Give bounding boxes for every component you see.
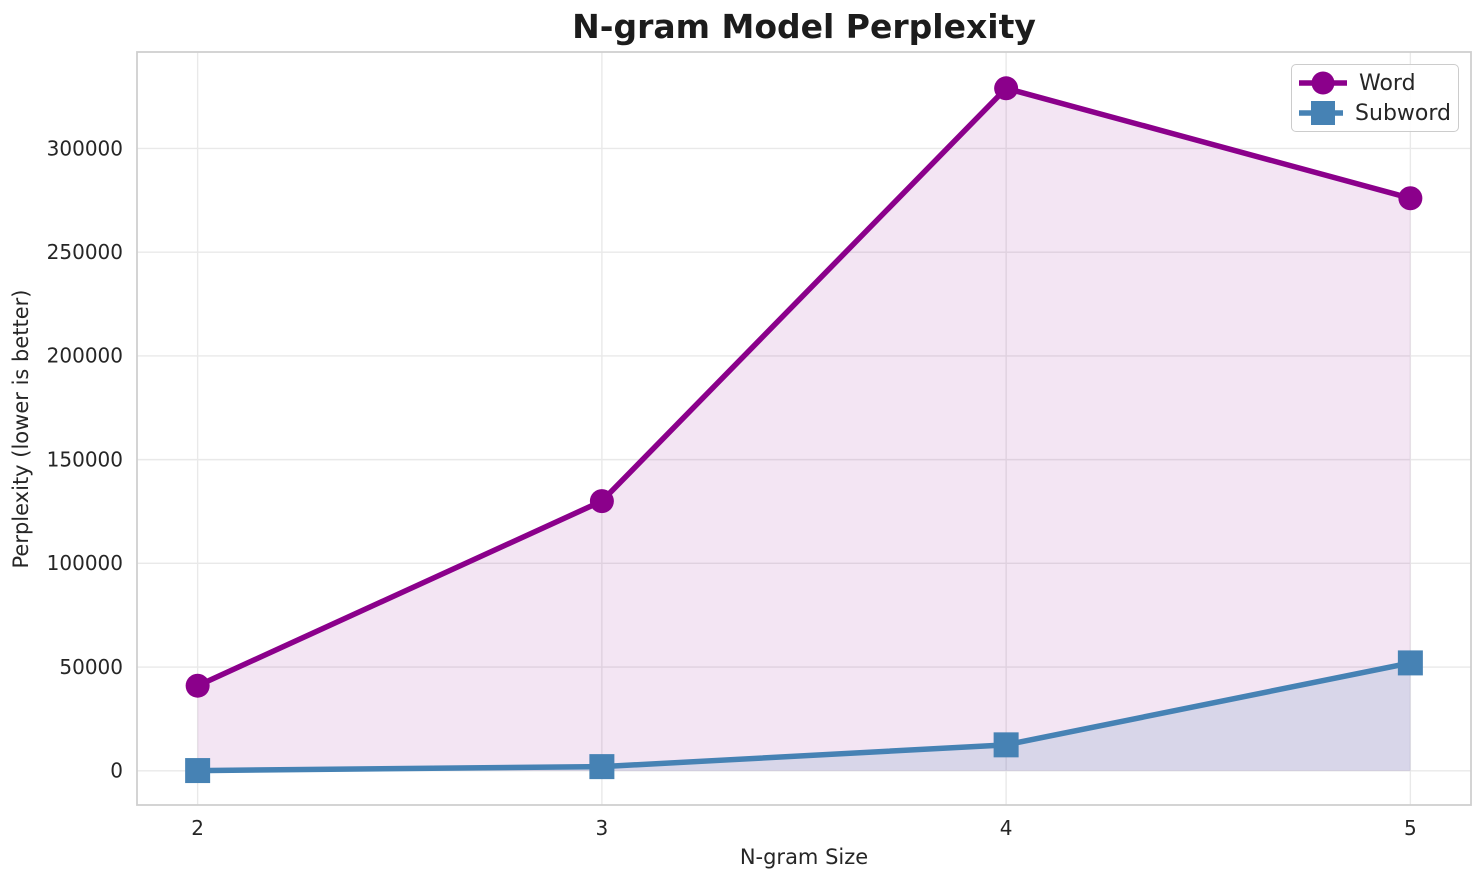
y-tick-label: 0	[110, 759, 123, 783]
legend-item-subword: Subword	[1292, 98, 1458, 128]
subword-marker	[589, 754, 615, 780]
x-tick-label: 2	[191, 816, 204, 840]
x-axis-label: N-gram Size	[739, 845, 869, 869]
chart-title: N-gram Model Perplexity	[572, 7, 1036, 46]
plot-spines	[136, 51, 1472, 806]
plot-background	[137, 52, 1471, 805]
word-marker	[589, 489, 614, 514]
y-tick-label: 100000	[47, 551, 123, 575]
subword-marker	[993, 732, 1019, 758]
y-tick-label: 250000	[47, 240, 123, 264]
x-tick-label: 3	[596, 816, 609, 840]
y-tick-label: 300000	[47, 136, 123, 160]
subword-legend-marker-icon	[1299, 101, 1344, 125]
subword-line	[197, 660, 1411, 774]
x-tick-label: 4	[1000, 816, 1013, 840]
subword-marker	[1397, 650, 1423, 676]
y-tick-label: 200000	[47, 344, 123, 368]
legend: Word Subword	[1291, 64, 1459, 132]
subword-area	[197, 662, 1411, 771]
y-axis-label: Perplexity (lower is better)	[9, 289, 33, 569]
word-marker	[185, 673, 210, 698]
word-line	[196, 85, 1412, 689]
word-marker	[1398, 186, 1423, 211]
word-legend-marker-icon	[1299, 71, 1347, 95]
y-tick-label: 50000	[59, 655, 123, 679]
subword-marker	[185, 758, 211, 784]
word-marker	[994, 76, 1019, 101]
legend-item-word: Word	[1292, 68, 1458, 98]
x-tick-label: 5	[1404, 816, 1417, 840]
legend-label: Subword	[1355, 100, 1451, 126]
y-tick-label: 150000	[47, 447, 123, 471]
word-area	[197, 88, 1411, 771]
legend-label: Word	[1359, 70, 1416, 96]
